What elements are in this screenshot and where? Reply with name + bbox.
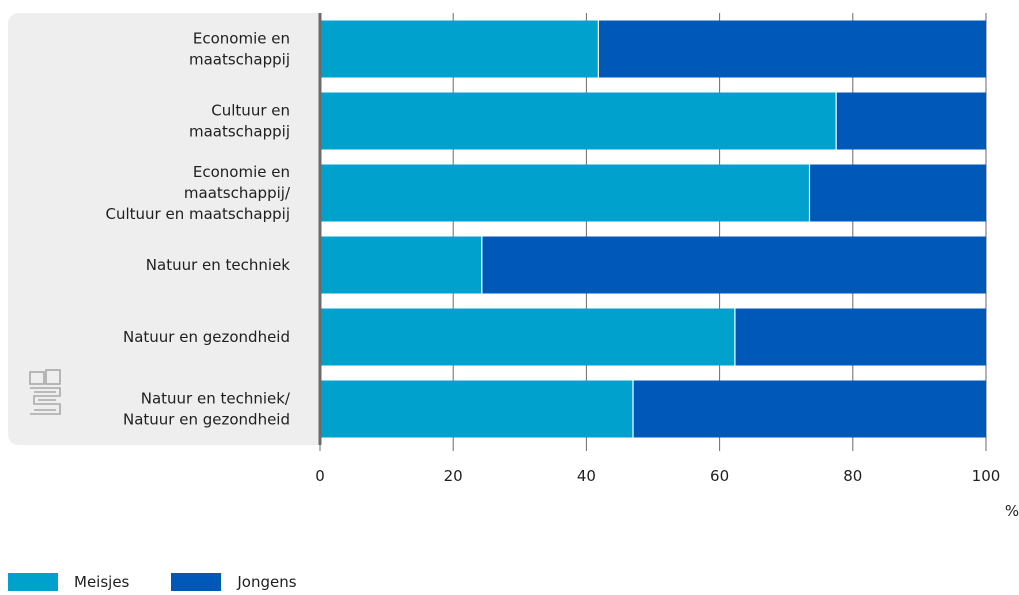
legend-item-meisjes: Meisjes: [8, 573, 129, 591]
bar-meisjes: [320, 164, 810, 222]
legend-label-jongens: Jongens: [237, 573, 297, 591]
category-label: Economie en: [193, 163, 290, 181]
logo-icon: [29, 369, 61, 415]
category-label: Natuur en gezondheid: [123, 411, 290, 429]
chart-svg: Economie en maatschappij Cultuur en maatsch…: [8, 13, 1019, 520]
bar-meisjes: [320, 92, 837, 150]
bar-meisjes: [320, 380, 634, 438]
bar-jongens: [734, 308, 986, 366]
category-label: Natuur en techniek: [146, 256, 291, 274]
category-label: Economie en: [193, 30, 290, 48]
category-label: Natuur en gezondheid: [123, 328, 290, 346]
legend-swatch-jongens: [171, 573, 222, 591]
legend-label-meisjes: Meisjes: [74, 573, 130, 591]
x-tick-label: 80: [843, 467, 862, 485]
bar-meisjes: [320, 236, 482, 294]
x-tick-label: 60: [710, 467, 729, 485]
category-label: maatschappij: [189, 123, 290, 141]
x-tick-label: 100: [972, 467, 1001, 485]
legend: Meisjes Jongens: [8, 571, 339, 593]
x-tick-label: 20: [444, 467, 463, 485]
bar-jongens: [836, 92, 986, 150]
bar-meisjes: [320, 20, 599, 78]
bar-jongens: [633, 380, 986, 438]
category-label: maatschappij/: [184, 184, 291, 202]
bar-jongens: [598, 20, 986, 78]
bar-jongens: [481, 236, 986, 294]
legend-swatch-meisjes: [8, 573, 58, 591]
category-label: Cultuur en maatschappij: [106, 205, 291, 223]
legend-item-jongens: Jongens: [171, 573, 297, 591]
category-label: Natuur en techniek/: [141, 390, 291, 408]
x-tick-label: 0: [315, 467, 325, 485]
bar-jongens: [809, 164, 986, 222]
category-label: Cultuur en: [211, 102, 290, 120]
label-panel: [8, 13, 320, 445]
bar-meisjes: [320, 308, 735, 366]
x-unit-label: %: [1005, 502, 1019, 520]
category-label: maatschappij: [189, 51, 290, 69]
x-tick-label: 40: [577, 467, 596, 485]
